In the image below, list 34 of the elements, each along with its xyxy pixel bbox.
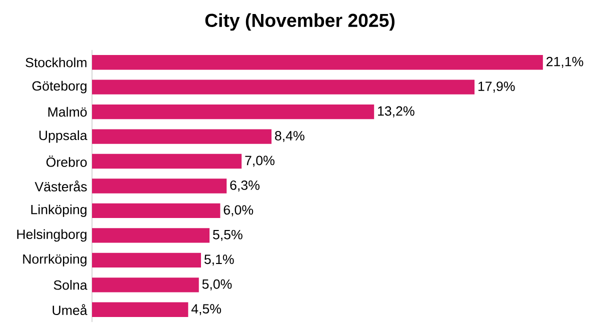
y-tick-label: Helsingborg [17,229,86,242]
bar [92,302,188,317]
data-label: 8,4% [275,131,304,142]
data-label: 17,9% [478,82,515,93]
bar [92,228,210,243]
chart-title: City (November 2025) [205,13,394,31]
data-label: 7,0% [245,156,274,167]
bar [92,203,220,218]
y-tick-label: Norrköping [23,254,86,266]
y-tick-label: Uppsala [39,130,88,143]
y-tick-label: Malmö [48,106,87,117]
y-tick-label: Göteborg [32,80,86,94]
data-label: 5,0% [202,279,232,290]
data-label: 5,5% [213,230,242,241]
bar [92,278,199,292]
y-tick-label: Solna [54,280,88,290]
y-tick-label: Stockholm [26,57,86,68]
bar [92,80,475,94]
data-label: 4,5% [191,304,222,316]
y-tick-label: Västerås [34,180,87,192]
bar [92,104,374,120]
data-label: 21,1% [546,56,584,68]
bar [92,252,201,268]
data-label: 5,1% [204,254,234,266]
data-label: 6,0% [224,205,254,216]
y-tick-label: Linköping [31,204,86,217]
data-label: 13,2% [378,106,414,118]
y-tick-label: Örebro [46,156,87,167]
bar [92,178,227,194]
bar [92,129,272,144]
bar [92,154,242,169]
data-label: 6,3% [230,180,260,192]
bar [92,55,543,70]
y-tick-label: Umeå [52,304,88,316]
